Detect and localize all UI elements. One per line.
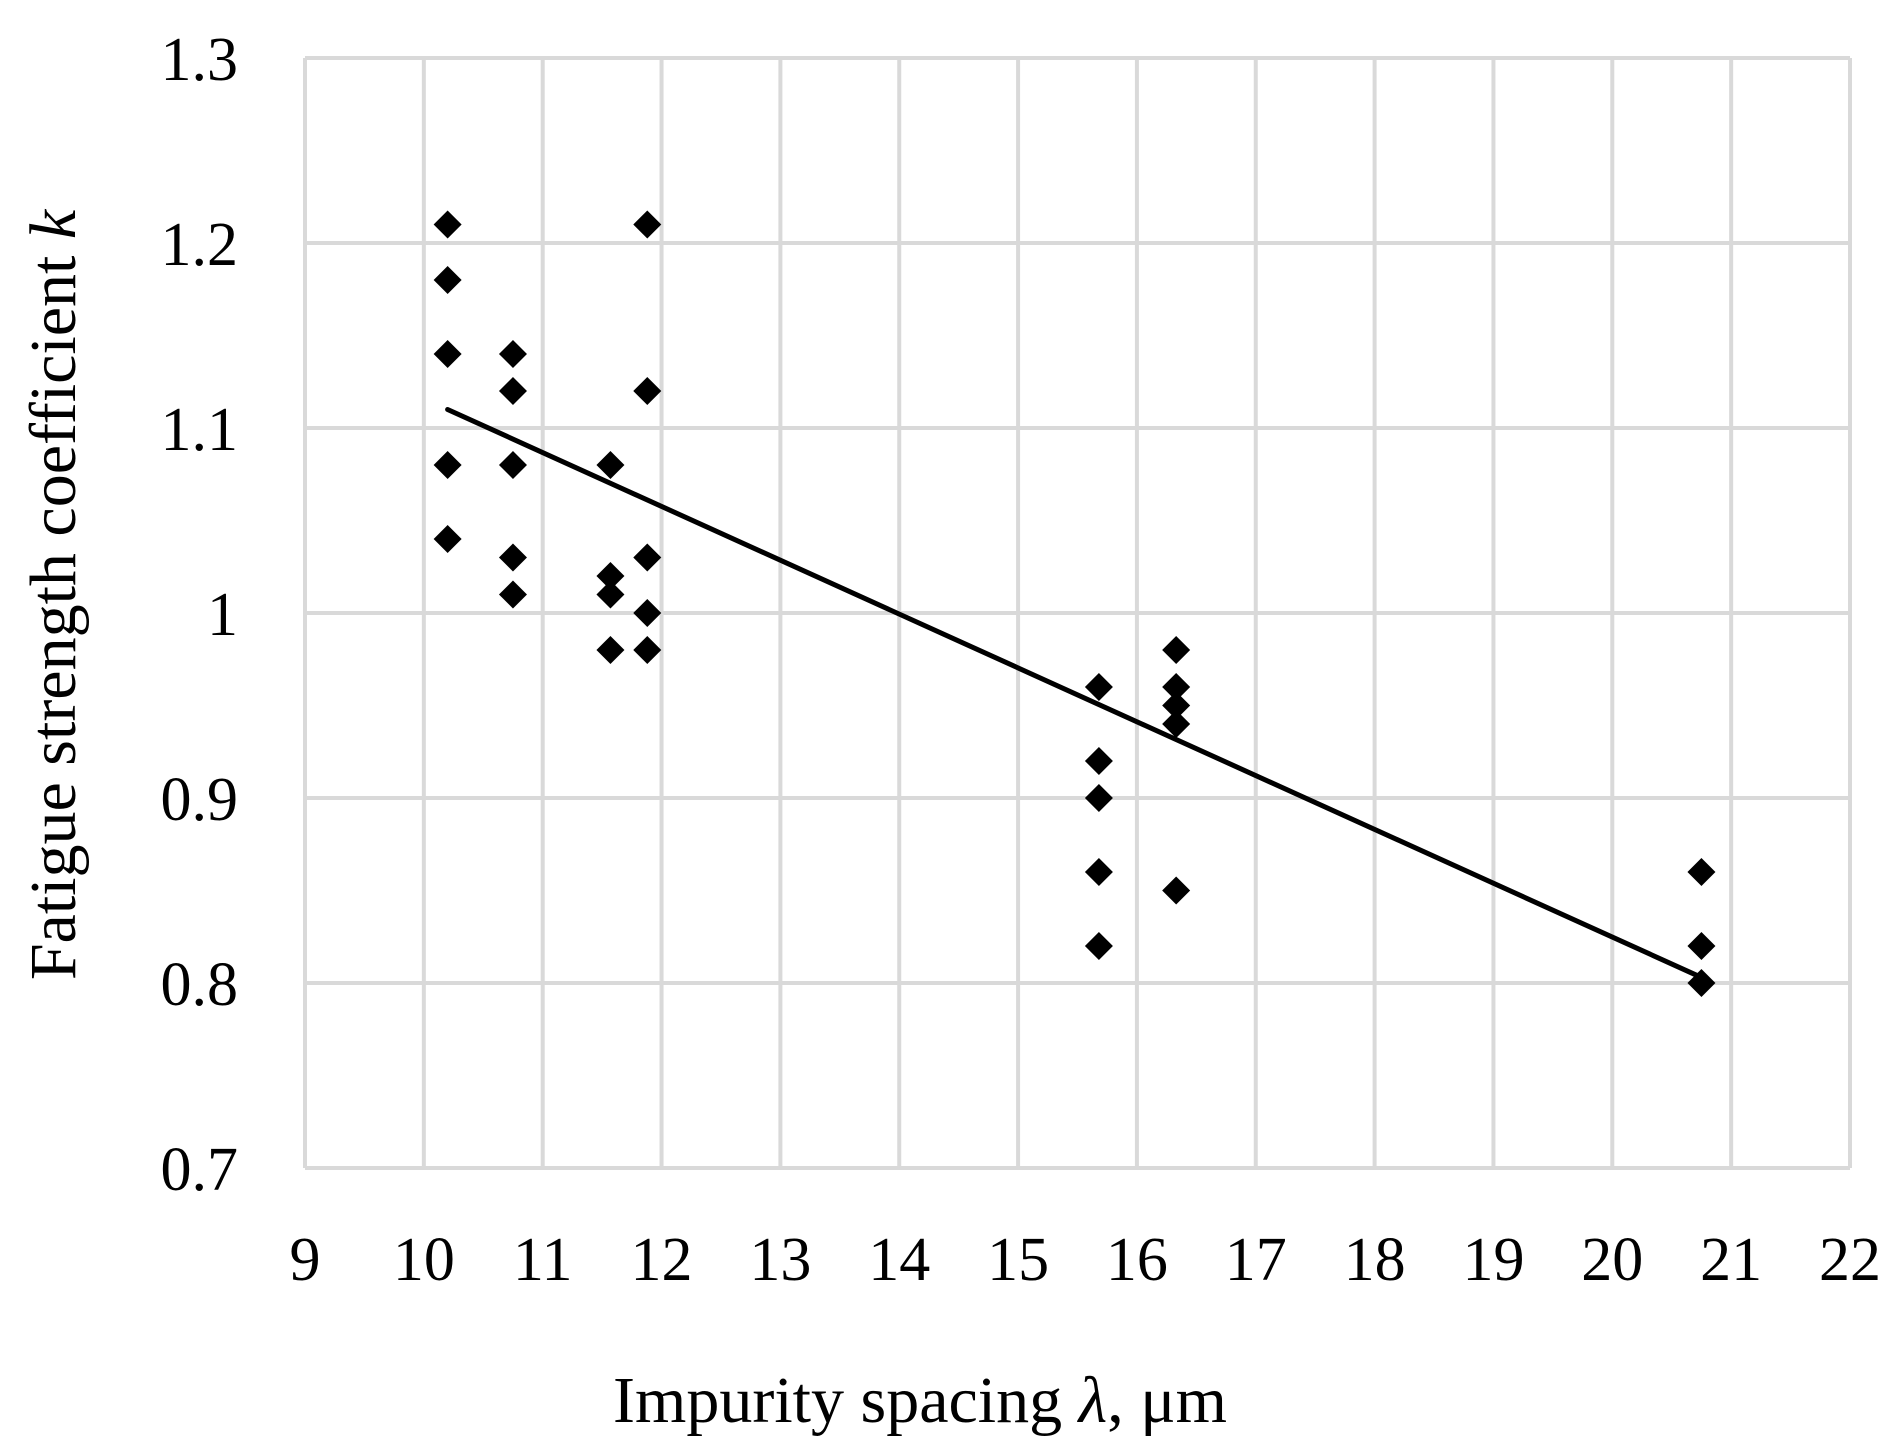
data-point: [1084, 858, 1113, 886]
x-tick-label: 18: [1344, 1226, 1406, 1294]
x-tick-label: 17: [1225, 1226, 1287, 1294]
data-points: [433, 210, 1716, 997]
data-point: [633, 636, 662, 664]
x-tick-labels: 9 10 11 12 13 14 15 16 17 18 19 20 21 22: [290, 1226, 1882, 1294]
x-tick-label: 22: [1819, 1226, 1881, 1294]
data-point: [498, 377, 527, 405]
x-tick-label: 13: [749, 1226, 811, 1294]
x-tick-label: 10: [393, 1226, 455, 1294]
data-point: [1162, 636, 1191, 664]
data-point: [1162, 876, 1191, 905]
data-point: [1162, 691, 1191, 720]
data-point: [633, 377, 662, 405]
data-point: [433, 266, 462, 294]
y-tick-label: 0.7: [161, 1136, 239, 1204]
data-point: [433, 451, 462, 479]
y-tick-label: 1.1: [161, 396, 239, 464]
data-point: [433, 340, 462, 368]
y-tick-label: 1.3: [161, 26, 239, 94]
trendline: [445, 407, 1704, 980]
y-tick-label: 1: [207, 581, 238, 649]
x-tick-label: 14: [868, 1226, 930, 1294]
data-point: [498, 580, 527, 609]
data-point: [596, 451, 625, 479]
y-tick-label: 0.9: [161, 766, 239, 834]
data-point: [498, 543, 527, 572]
data-point: [498, 340, 527, 368]
y-axis-title: Fatigue strength coefficient k: [17, 208, 90, 980]
data-point: [1687, 969, 1716, 997]
data-point: [633, 599, 662, 627]
data-point: [1162, 673, 1191, 701]
data-point: [1687, 858, 1716, 886]
x-tick-label: 20: [1581, 1226, 1643, 1294]
data-point: [1084, 784, 1113, 812]
x-tick-label: 12: [631, 1226, 693, 1294]
data-point: [1084, 932, 1113, 960]
y-tick-labels: 0.7 0.8 0.9 1 1.1 1.2 1.3: [161, 26, 239, 1204]
data-point: [596, 580, 625, 609]
data-point: [1687, 932, 1716, 960]
x-tick-label: 16: [1106, 1226, 1168, 1294]
x-tick-label: 9: [290, 1226, 321, 1294]
data-point: [1084, 673, 1113, 701]
x-tick-label: 19: [1462, 1226, 1524, 1294]
data-point: [633, 210, 662, 239]
grid: [303, 56, 1852, 1170]
data-point: [633, 543, 662, 572]
data-point: [433, 525, 462, 553]
x-tick-label: 21: [1700, 1226, 1762, 1294]
x-tick-label: 11: [513, 1226, 573, 1294]
y-tick-label: 0.8: [161, 951, 239, 1019]
trendline-layer: [445, 407, 1704, 980]
x-axis-title: Impurity spacing λ, μm: [613, 1364, 1227, 1437]
x-tick-label: 15: [987, 1226, 1049, 1294]
data-point: [1084, 747, 1113, 775]
data-point: [596, 562, 625, 590]
data-point: [596, 636, 625, 664]
y-tick-label: 1.2: [161, 211, 239, 279]
data-point: [498, 451, 527, 479]
data-point: [433, 210, 462, 239]
data-point: [1162, 710, 1191, 738]
